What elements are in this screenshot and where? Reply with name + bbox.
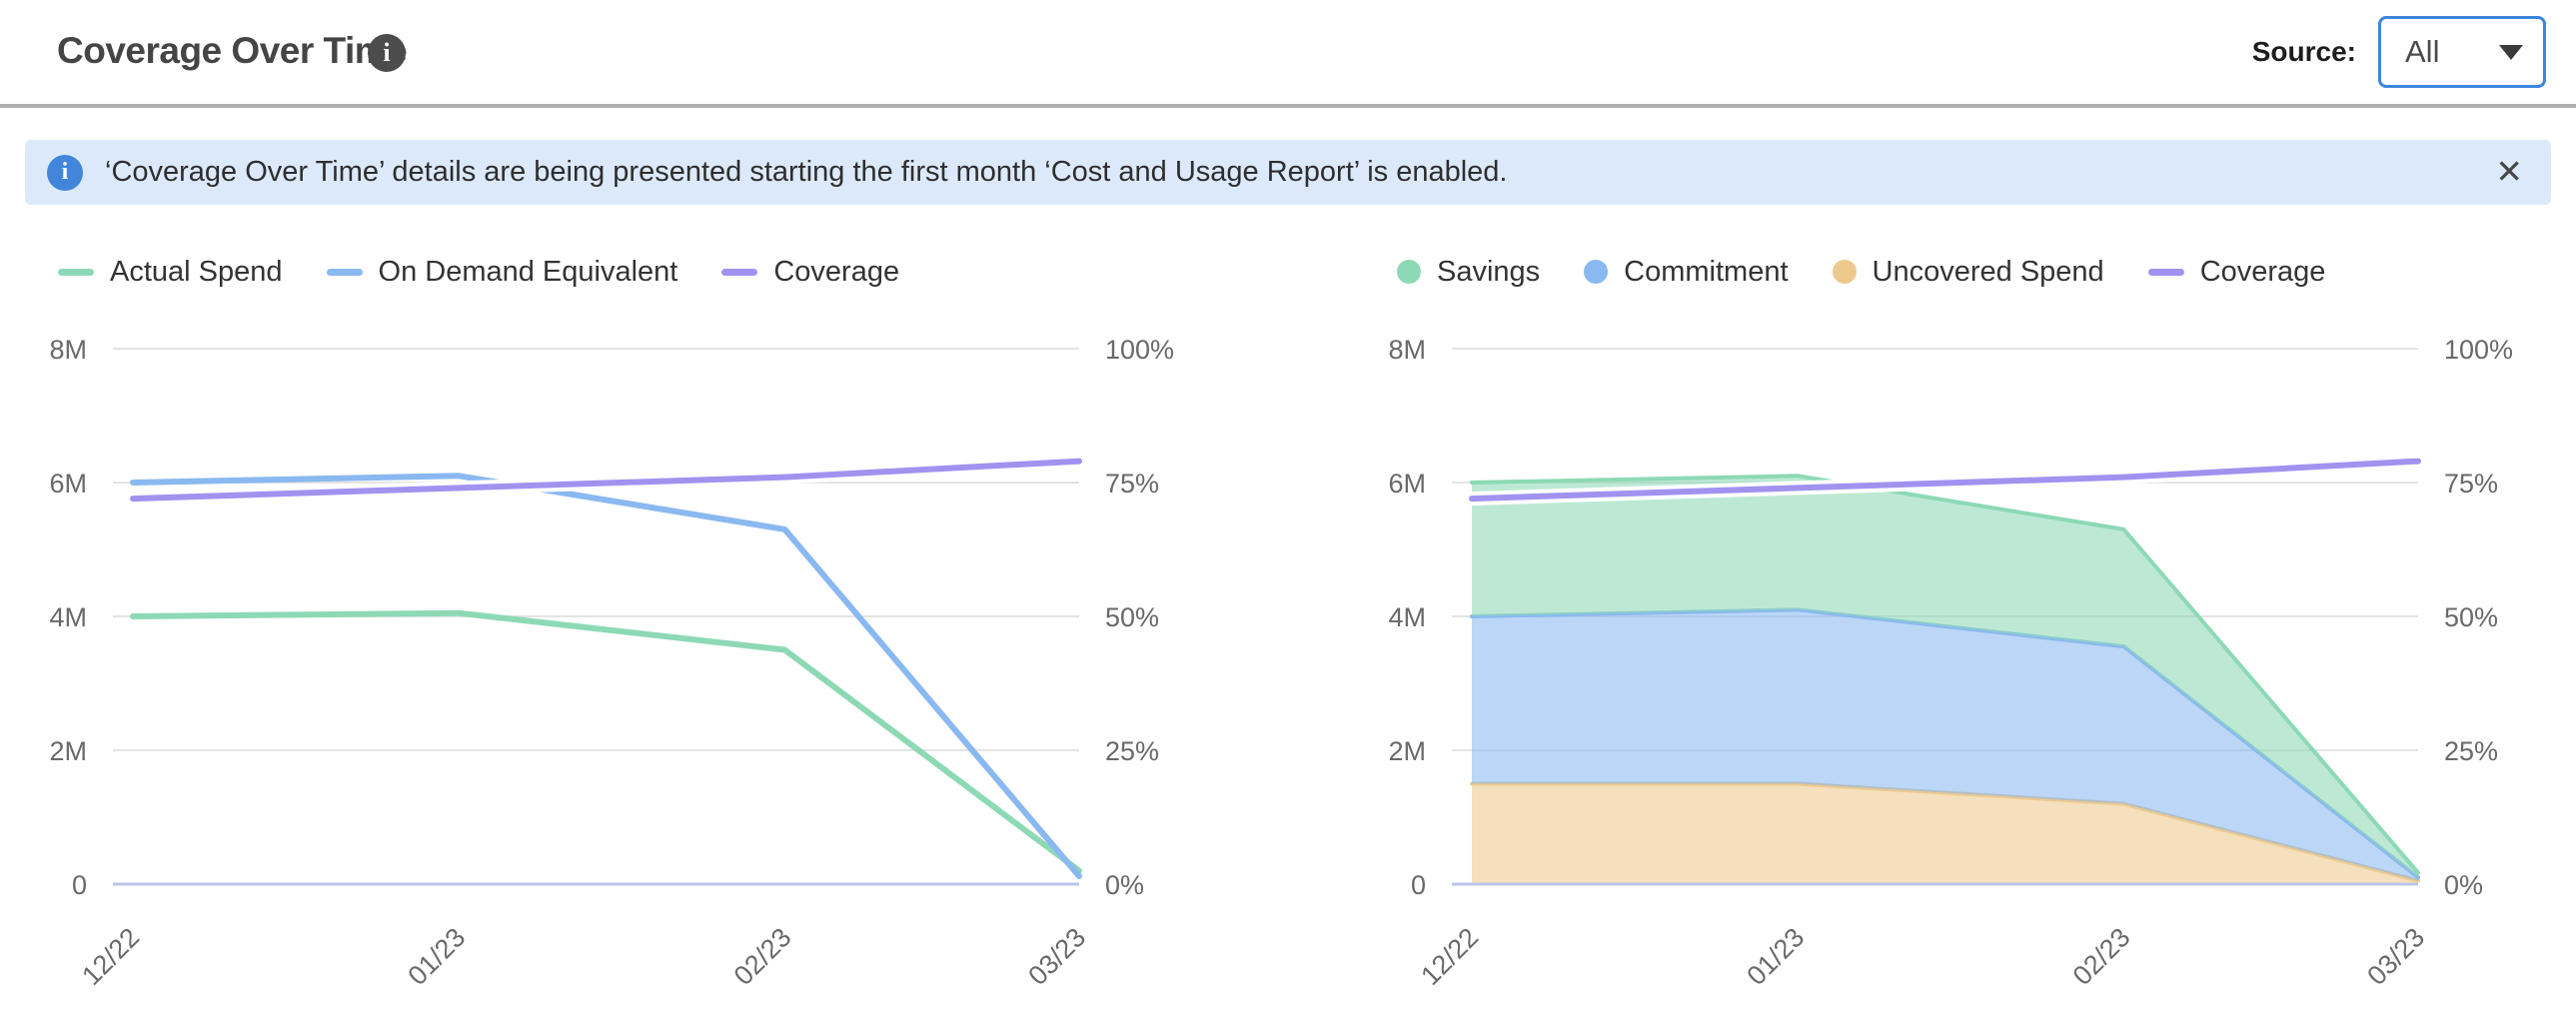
banner-text: ‘Coverage Over Time’ details are being p…	[105, 156, 1508, 188]
svg-text:25%: 25%	[1105, 736, 1159, 766]
svg-text:12/22: 12/22	[76, 922, 145, 991]
legend-dash-icon	[2147, 268, 2184, 276]
svg-text:75%: 75%	[1105, 469, 1159, 499]
svg-text:2M: 2M	[49, 736, 87, 766]
svg-text:4M: 4M	[49, 602, 87, 632]
svg-text:6M: 6M	[1388, 469, 1426, 499]
svg-text:100%: 100%	[2444, 335, 2513, 365]
svg-text:0: 0	[1411, 870, 1426, 900]
source-select[interactable]: All	[2378, 16, 2546, 88]
legend-dash-icon	[58, 268, 94, 276]
legend-label: Commitment	[1624, 255, 1789, 288]
legend-item-coverage[interactable]: Coverage	[2147, 255, 2326, 289]
legend-dash-icon	[721, 268, 758, 276]
svg-text:01/23: 01/23	[402, 922, 471, 991]
legend-label: Coverage	[2199, 255, 2326, 288]
legend-label: Uncovered Spend	[1872, 255, 2104, 288]
legend-item-actual-spend[interactable]: Actual Spend	[58, 256, 283, 289]
svg-text:03/23: 03/23	[1022, 922, 1091, 991]
svg-text:12/22: 12/22	[1415, 922, 1484, 991]
legend-stacked-chart: Savings Commitment Uncovered Spend Cover…	[1397, 252, 2325, 292]
legend-item-commitment[interactable]: Commitment	[1584, 255, 1789, 289]
legend-item-uncovered-spend[interactable]: Uncovered Spend	[1832, 255, 2104, 289]
info-icon[interactable]: i	[368, 34, 406, 72]
legend-line-chart: Actual Spend On Demand Equivalent Covera…	[58, 252, 899, 292]
source-filter: Source: All	[2252, 16, 2546, 88]
svg-text:25%: 25%	[2444, 736, 2498, 766]
source-select-value: All	[2405, 34, 2440, 69]
svg-text:0%: 0%	[2444, 870, 2483, 900]
svg-text:0%: 0%	[1105, 870, 1144, 900]
svg-text:100%: 100%	[1105, 335, 1174, 365]
legend-label: Coverage	[773, 255, 900, 288]
legend-dash-icon	[326, 268, 363, 276]
legend-item-coverage[interactable]: Coverage	[721, 256, 899, 289]
svg-text:4M: 4M	[1388, 602, 1426, 632]
legend-item-on-demand-equivalent[interactable]: On Demand Equivalent	[326, 255, 678, 289]
source-label: Source:	[2251, 36, 2356, 67]
legend-label: Actual Spend	[110, 255, 283, 288]
legend-label: On Demand Equivalent	[378, 255, 678, 288]
info-banner: i ‘Coverage Over Time’ details are being…	[25, 140, 2551, 205]
svg-text:02/23: 02/23	[728, 922, 797, 991]
svg-text:50%: 50%	[1105, 602, 1159, 632]
legend-dot-icon	[1584, 260, 1609, 284]
coverage-stacked-chart[interactable]: 8M 6M 4M 2M 0 100% 75% 50% 25% 0% 12/22 01/23 02/23 0…	[1379, 290, 2576, 999]
svg-text:0: 0	[72, 870, 87, 900]
svg-text:2M: 2M	[1388, 736, 1426, 766]
legend-dot-icon	[1832, 260, 1857, 284]
svg-text:01/23: 01/23	[1741, 922, 1810, 991]
page-title: Coverage Over Time	[57, 30, 408, 71]
svg-text:50%: 50%	[2444, 602, 2498, 632]
svg-text:8M: 8M	[49, 335, 87, 365]
legend-dot-icon	[1397, 260, 1421, 284]
svg-text:6M: 6M	[49, 469, 87, 499]
legend-label: Savings	[1437, 255, 1541, 288]
info-icon-blue: i	[47, 154, 83, 191]
header-divider	[0, 104, 2576, 108]
svg-text:03/23: 03/23	[2361, 922, 2430, 991]
legend-item-savings[interactable]: Savings	[1397, 256, 1540, 289]
chevron-down-icon	[2499, 44, 2523, 60]
close-icon[interactable]: ✕	[2495, 153, 2523, 190]
coverage-line-chart[interactable]: 8M 6M 4M 2M 0 100% 75% 50% 25% 0% 12/22 01/23 02/23 0…	[40, 290, 1249, 999]
svg-text:02/23: 02/23	[2067, 922, 2136, 991]
svg-text:8M: 8M	[1388, 335, 1426, 365]
svg-text:75%: 75%	[2444, 469, 2498, 499]
